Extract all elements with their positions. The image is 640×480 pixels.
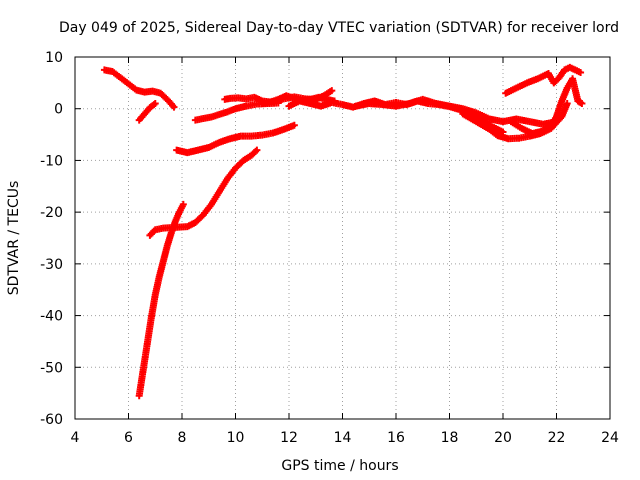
series-arc4 <box>146 146 261 239</box>
data-point-marker <box>328 87 336 95</box>
y-tick-label: 0 <box>54 102 63 118</box>
series-arc13 <box>507 75 586 138</box>
x-tick-label: 24 <box>601 430 619 446</box>
x-tick-label: 16 <box>387 430 405 446</box>
x-axis-label: GPS time / hours <box>281 458 398 474</box>
y-tick-label: -10 <box>40 153 63 169</box>
x-tick-label: 18 <box>441 430 459 446</box>
data-point-marker <box>151 100 159 108</box>
y-tick-label: -40 <box>40 309 63 325</box>
y-tick-label: -60 <box>40 412 63 428</box>
series-arc3 <box>135 200 187 400</box>
grid <box>75 57 610 419</box>
y-tick-label: -50 <box>40 360 63 376</box>
series-arc1 <box>100 66 178 111</box>
data-point-marker <box>253 146 261 154</box>
x-tick-label: 12 <box>280 430 298 446</box>
data-point-marker <box>170 103 178 111</box>
x-tick-label: 6 <box>124 430 133 446</box>
data-point-marker <box>563 100 571 108</box>
series-arc8 <box>258 87 336 108</box>
series-arc10 <box>352 95 560 128</box>
series-arc12 <box>502 63 585 97</box>
y-tick-label: 10 <box>45 50 63 66</box>
x-tick-label: 20 <box>494 430 512 446</box>
series-arc5 <box>173 121 298 157</box>
data-point-marker <box>290 121 298 129</box>
y-tick-label: -30 <box>40 257 63 273</box>
x-tick-label: 22 <box>548 430 566 446</box>
y-axis-label: SDTVAR / TECUs <box>6 181 22 296</box>
data-point-marker <box>179 200 187 208</box>
x-tick-label: 10 <box>227 430 245 446</box>
data-points <box>100 63 586 400</box>
series-arc2 <box>135 100 159 124</box>
y-tick-label: -20 <box>40 205 63 221</box>
x-tick-label: 8 <box>178 430 187 446</box>
x-tick-label: 14 <box>334 430 352 446</box>
axis-ticks: 4 6 8 10 12 14 16 18 20 22 24 10 0 -10 -20 -30 -40 -50 -60 <box>40 50 619 446</box>
plot-frame <box>74 56 611 420</box>
data-point-marker <box>578 100 586 108</box>
chart-title: Day 049 of 2025, Sidereal Day-to-day VTE… <box>59 20 619 36</box>
x-tick-label: 4 <box>71 430 80 446</box>
data-point-marker <box>577 69 585 77</box>
